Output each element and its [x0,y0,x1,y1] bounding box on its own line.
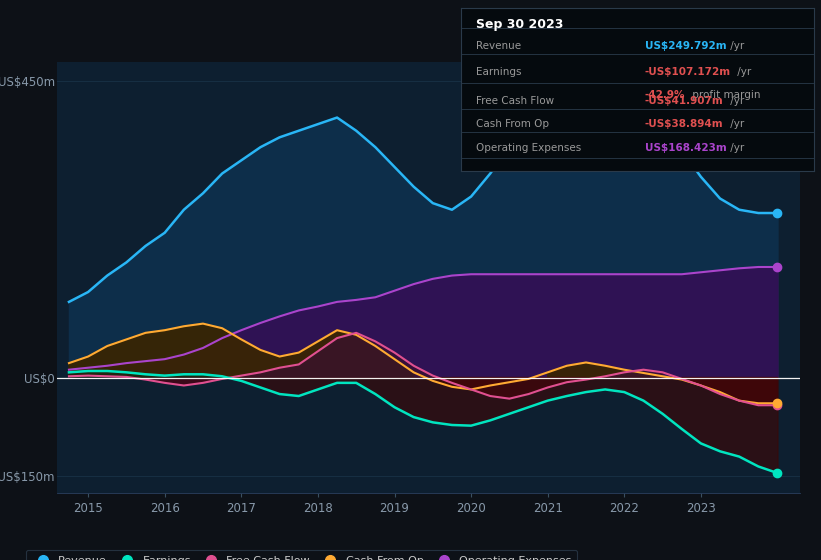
Text: /yr: /yr [727,143,744,153]
Text: /yr: /yr [734,67,751,77]
Text: /yr: /yr [727,96,744,106]
Text: -US$107.172m: -US$107.172m [645,67,732,77]
Text: -42.9%: -42.9% [645,90,686,100]
Text: US$168.423m: US$168.423m [645,143,727,153]
Text: profit margin: profit margin [690,90,761,100]
Legend: Revenue, Earnings, Free Cash Flow, Cash From Op, Operating Expenses: Revenue, Earnings, Free Cash Flow, Cash … [26,550,577,560]
Text: Free Cash Flow: Free Cash Flow [475,96,553,106]
Text: Revenue: Revenue [475,41,521,51]
Text: Cash From Op: Cash From Op [475,119,548,129]
Text: -US$41.907m: -US$41.907m [645,96,724,106]
Text: Sep 30 2023: Sep 30 2023 [475,18,563,31]
Text: US$249.792m: US$249.792m [645,41,727,51]
Text: /yr: /yr [727,119,744,129]
Text: /yr: /yr [727,41,744,51]
Text: -US$38.894m: -US$38.894m [645,119,723,129]
Text: Earnings: Earnings [475,67,521,77]
Text: Operating Expenses: Operating Expenses [475,143,580,153]
